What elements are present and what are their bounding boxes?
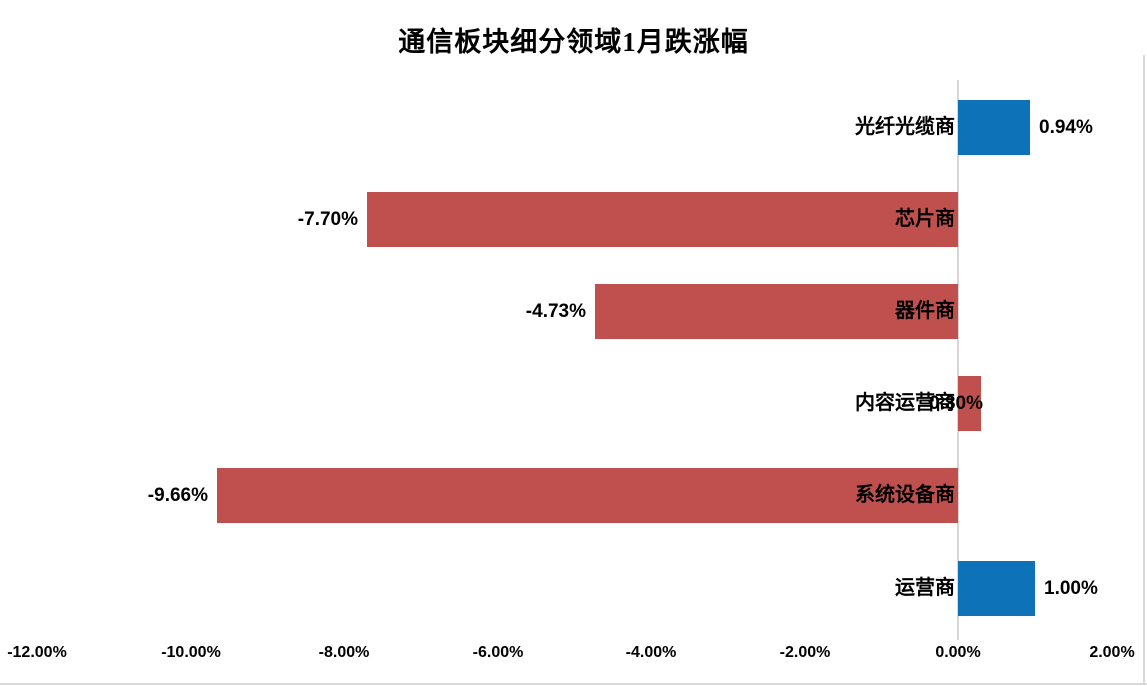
x-tick-label-7: 2.00% (1089, 644, 1135, 661)
x-tick-label-6: 0.00% (935, 644, 981, 661)
bar-5 (958, 561, 1035, 616)
x-tick-label-5: -2.00% (779, 644, 831, 661)
bar-2 (595, 284, 958, 339)
bar-4 (217, 468, 958, 523)
value-label-5: 1.00% (1044, 578, 1098, 599)
x-tick-label-4: -4.00% (625, 644, 677, 661)
chart-right-border (1143, 55, 1145, 683)
chart-bottom-border (0, 683, 1147, 685)
category-label-3: 内容运营商 (855, 392, 955, 414)
zero-axis-line (957, 80, 959, 640)
x-tick-label-3: -6.00% (472, 644, 524, 661)
chart-title: 通信板块细分领域1月跌涨幅 (398, 27, 749, 57)
bar-1 (367, 192, 958, 247)
category-label-4: 系统设备商 (855, 484, 955, 506)
category-label-1: 芯片商 (895, 208, 955, 230)
category-label-5: 运营商 (895, 577, 955, 599)
bar-0 (958, 100, 1030, 155)
x-tick-label-0: -12.00% (7, 644, 67, 661)
bar-3 (958, 376, 981, 431)
category-label-0: 光纤光缆商 (855, 116, 955, 138)
value-label-1: -7.70% (297, 209, 358, 230)
value-label-4: -9.66% (147, 485, 208, 506)
x-tick-label-1: -10.00% (161, 644, 221, 661)
value-label-3: 0.30% (929, 393, 983, 414)
value-label-2: -4.73% (525, 301, 586, 322)
value-label-0: 0.94% (1039, 117, 1093, 138)
category-label-2: 器件商 (895, 300, 955, 322)
x-tick-label-2: -8.00% (318, 644, 370, 661)
